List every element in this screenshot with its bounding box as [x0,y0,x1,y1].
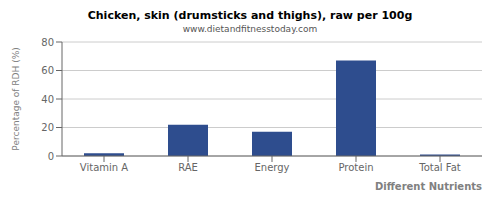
svg-text:Protein: Protein [338,162,373,173]
html-text:www.dietandfitnesstoday.com: www.dietandfitnesstoday.com [182,24,318,34]
svg-text:40: 40 [41,94,54,105]
svg-text:60: 60 [41,65,54,76]
svg-text:Total Fat: Total Fat [418,162,460,173]
svg-text:0: 0 [48,151,54,162]
svg-text:RAE: RAE [178,162,198,173]
svg-text:80: 80 [41,37,54,48]
svg-text:Vitamin A: Vitamin A [80,162,128,173]
svg-text:Different Nutrients: Different Nutrients [375,181,482,190]
svg-text:Percentage of RDH (%): Percentage of RDH (%) [11,47,21,150]
svg-text:Energy: Energy [254,162,289,173]
svg-text:20: 20 [41,122,54,133]
html-text:Chicken, skin (drumsticks and: Chicken, skin (drumsticks and thighs), r… [87,9,413,22]
